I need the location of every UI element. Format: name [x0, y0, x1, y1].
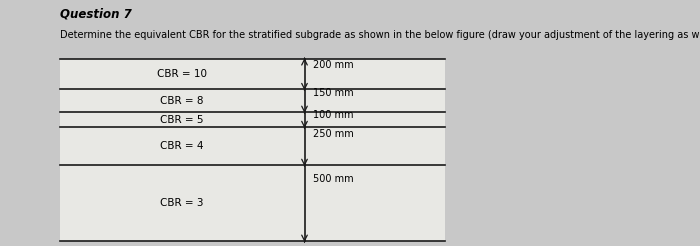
Text: 150 mm: 150 mm: [313, 89, 354, 98]
Text: CBR = 8: CBR = 8: [160, 96, 204, 106]
Text: 200 mm: 200 mm: [313, 60, 354, 70]
Bar: [60, 59, 445, 241]
Text: Question 7: Question 7: [60, 7, 132, 20]
Text: Determine the equivalent CBR for the stratified subgrade as shown in the below f: Determine the equivalent CBR for the str…: [60, 30, 700, 40]
Text: CBR = 4: CBR = 4: [160, 141, 204, 151]
Text: 100 mm: 100 mm: [313, 110, 354, 120]
Text: 500 mm: 500 mm: [313, 174, 354, 184]
Text: CBR = 5: CBR = 5: [160, 115, 204, 125]
Text: CBR = 10: CBR = 10: [157, 69, 207, 79]
Text: CBR = 3: CBR = 3: [160, 198, 204, 208]
Text: 250 mm: 250 mm: [313, 129, 354, 139]
